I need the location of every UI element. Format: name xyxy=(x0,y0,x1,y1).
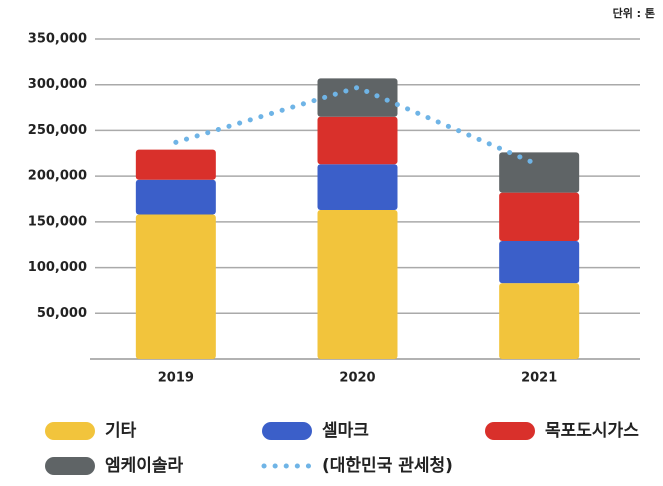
y-tick-label: 300,000 xyxy=(28,77,87,92)
y-tick-label: 50,000 xyxy=(37,306,87,321)
bar-segment xyxy=(499,241,580,284)
bar-segment xyxy=(135,214,216,359)
bar-segment xyxy=(499,152,580,193)
bar-segment xyxy=(499,192,580,242)
x-tick-label: 2019 xyxy=(158,371,194,386)
legend-swatch xyxy=(45,422,95,440)
legend-label: (대한민국 관세청) xyxy=(322,455,453,476)
x-tick-label: 2021 xyxy=(521,371,557,386)
y-tick-label: 100,000 xyxy=(28,260,87,275)
bar-segment xyxy=(317,116,398,165)
unit-label: 단위 : 톤 xyxy=(613,6,655,20)
legend-swatch xyxy=(485,422,535,440)
x-tick-label: 2020 xyxy=(339,371,375,386)
bar-segment xyxy=(317,209,398,359)
bar-segment xyxy=(135,149,216,180)
y-tick-label: 150,000 xyxy=(28,214,87,229)
legend-label: 목포도시가스 xyxy=(545,421,639,441)
legend-label: 엠케이솔라 xyxy=(105,456,184,476)
y-tick-label: 200,000 xyxy=(28,169,87,184)
legend-label: 기타 xyxy=(105,421,137,441)
legend-swatch xyxy=(262,422,312,440)
y-tick-label: 250,000 xyxy=(28,123,87,138)
line-series xyxy=(173,84,542,168)
bar-segment xyxy=(499,283,580,359)
bar-segment xyxy=(135,179,216,215)
bar-segment xyxy=(317,78,398,117)
y-tick-label: 350,000 xyxy=(28,32,87,47)
legend-label: 셀마크 xyxy=(322,421,369,441)
legend-swatch xyxy=(45,457,95,475)
bar-segment xyxy=(317,164,398,210)
